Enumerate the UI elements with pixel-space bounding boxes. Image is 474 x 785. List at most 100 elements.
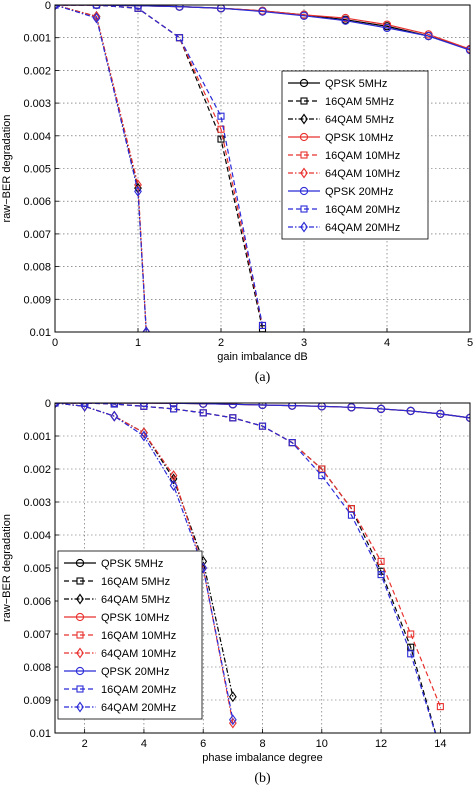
legend-marker xyxy=(300,97,308,105)
legend-entry-64qam-5mhz: 64QAM 5MHz xyxy=(288,113,394,126)
legend-marker xyxy=(299,186,309,196)
data-point xyxy=(318,465,326,473)
data-point xyxy=(299,11,309,20)
y-tick-label: 0.005 xyxy=(23,563,51,575)
y-tick-label: 0 xyxy=(45,0,51,12)
data-point xyxy=(287,403,297,410)
legend-marker xyxy=(300,221,308,233)
legend-marker xyxy=(300,205,308,213)
data-point xyxy=(436,703,444,711)
data-point xyxy=(92,12,101,24)
data-point xyxy=(424,31,433,41)
data-point xyxy=(81,403,89,407)
legend: QPSK 5MHz 16QAM 5MHz 64QAM 5MHz QPSK 10MHz 1… xyxy=(57,550,203,720)
data-point xyxy=(318,472,326,480)
data-point xyxy=(216,5,226,13)
legend-label: 64QAM 20MHz xyxy=(325,222,400,234)
data-point xyxy=(347,403,356,412)
data-point xyxy=(199,409,207,417)
x-tick-label: 12 xyxy=(375,738,387,750)
ticks: 0 1 2 3 4 5 0 0.001 0.002 0.003 0.004 0.005 0.006 0.0… xyxy=(23,0,473,349)
x-tick-label: 6 xyxy=(200,738,206,750)
y-tick-label: 0.002 xyxy=(23,464,51,476)
legend-marker xyxy=(75,666,85,676)
data-point xyxy=(347,505,355,513)
data-point xyxy=(199,403,208,408)
y-tick-label: 0.008 xyxy=(23,262,51,274)
data-point xyxy=(140,430,148,442)
legend-label: 16QAM 20MHz xyxy=(325,204,400,216)
y-tick-label: 0.003 xyxy=(23,98,51,110)
x-tick-label: 2 xyxy=(218,337,224,349)
y-tick-label: 0.001 xyxy=(23,431,51,443)
x-tick-label: 8 xyxy=(259,738,265,750)
data-point xyxy=(376,404,386,414)
x-tick-label: 10 xyxy=(316,738,328,750)
data-point xyxy=(217,135,225,143)
data-point xyxy=(341,13,350,23)
y-tick-label: 0.005 xyxy=(23,164,51,176)
data-point xyxy=(258,7,267,16)
data-point xyxy=(110,410,119,422)
x-tick-label: 4 xyxy=(384,337,390,349)
x-tick-label: 1 xyxy=(135,337,141,349)
y-tick-label: 0.004 xyxy=(23,131,51,143)
data-point xyxy=(175,5,184,11)
legend-marker xyxy=(76,577,84,585)
data-point xyxy=(228,403,238,409)
y-tick-label: 0.006 xyxy=(23,196,51,208)
legend-marker xyxy=(75,612,85,622)
ticks: 2 4 6 8 10 12 14 0 0.001 0.002 0.003 0.004 0.005 0.00… xyxy=(23,398,446,750)
y-tick-label: 0.001 xyxy=(23,33,51,45)
x-axis-label: phase imbalance degree xyxy=(202,752,322,764)
data-point xyxy=(436,409,445,419)
legend: QPSK 5MHz 16QAM 5MHz 64QAM 5MHz QPSK 10MHz 1… xyxy=(281,70,429,240)
data-point xyxy=(140,427,148,439)
legend-label: 16QAM 10MHz xyxy=(101,630,176,642)
data-point xyxy=(92,5,101,10)
chart-gain-imbalance: 0 1 2 3 4 5 0 0.001 0.002 0.003 0.004 0.005 0.006 0.0… xyxy=(1,0,473,385)
legend-entry-64qam-10mhz: 64QAM 10MHz xyxy=(64,647,176,660)
data-point xyxy=(258,422,267,430)
legend-label: 64QAM 5MHz xyxy=(325,114,394,126)
legend-label: 16QAM 5MHz xyxy=(101,576,170,588)
legend-marker xyxy=(299,78,309,88)
legend-marker xyxy=(76,701,84,713)
data-point xyxy=(80,403,89,412)
legend-entry-16qam-20mhz: 16QAM 20MHz xyxy=(64,684,176,696)
series-line-qpsk-20mhz xyxy=(55,403,470,419)
data-point xyxy=(134,185,142,197)
x-tick-label: 5 xyxy=(467,337,473,349)
legend-label: QPSK 10MHz xyxy=(101,612,169,624)
legend-marker xyxy=(300,151,308,159)
x-tick-label: 14 xyxy=(434,738,446,750)
legend-label: QPSK 5MHz xyxy=(101,558,163,570)
legend-entry-qpsk-10mhz: QPSK 10MHz xyxy=(64,612,169,624)
legend-label: 16QAM 5MHz xyxy=(325,96,394,108)
y-tick-label: 0.007 xyxy=(23,229,51,241)
legend-marker xyxy=(299,132,309,142)
legend-entry-16qam-5mhz: 16QAM 5MHz xyxy=(64,576,170,588)
legend-label: QPSK 5MHz xyxy=(325,78,387,90)
y-tick-label: 0.002 xyxy=(23,65,51,77)
legend-label: 64QAM 10MHz xyxy=(325,168,400,180)
data-point xyxy=(377,571,385,579)
legend-entry-16qam-10mhz: 16QAM 10MHz xyxy=(288,150,400,162)
legend-marker xyxy=(76,647,84,659)
data-point xyxy=(170,405,178,413)
series-line-64qam-20mhz xyxy=(55,5,147,332)
legend-entry-qpsk-20mhz: QPSK 20MHz xyxy=(288,186,393,198)
legend-label: 16QAM 20MHz xyxy=(101,684,176,696)
data-point xyxy=(92,10,101,22)
x-tick-label: 2 xyxy=(82,738,88,750)
legend-entry-64qam-20mhz: 64QAM 20MHz xyxy=(64,701,176,714)
legend-entry-qpsk-20mhz: QPSK 20MHz xyxy=(64,666,169,678)
legend-entry-qpsk-10mhz: QPSK 10MHz xyxy=(288,132,393,144)
legend-entry-64qam-5mhz: 64QAM 5MHz xyxy=(64,593,170,606)
plot-frame xyxy=(54,402,471,734)
data-point xyxy=(133,5,143,10)
data-point xyxy=(228,714,237,726)
legend-label: QPSK 20MHz xyxy=(101,666,169,678)
legend-marker xyxy=(76,593,84,605)
